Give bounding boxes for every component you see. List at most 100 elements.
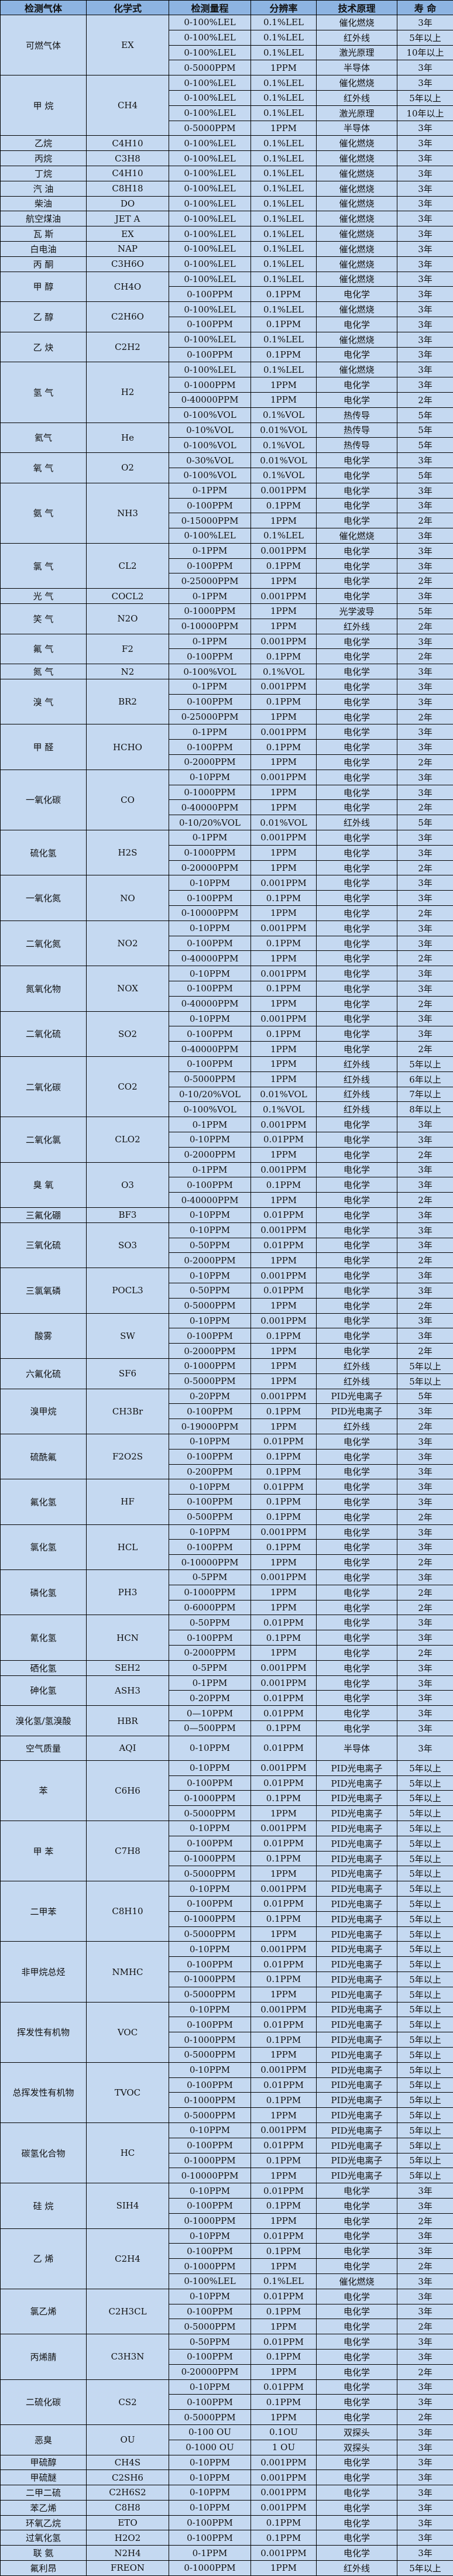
lifetime-cell: 3年 [397, 1479, 453, 1495]
formula-cell: O2 [87, 453, 169, 483]
resolution-cell: 0.01PPM [251, 1238, 317, 1253]
lifetime-cell: 3年 [397, 2440, 453, 2455]
formula-cell: C2H4 [87, 2228, 169, 2289]
principle-cell: 电化学 [317, 2485, 397, 2501]
lifetime-cell: 2年 [397, 1253, 453, 1268]
lifetime-cell: 5年以上 [397, 1836, 453, 1851]
range-cell: 0-25000PPM [169, 709, 251, 724]
principle-cell: 电化学 [317, 1479, 397, 1495]
range-cell: 0-10000PPM [169, 1555, 251, 1570]
principle-cell: PID光电离子 [317, 2062, 397, 2077]
principle-cell: 电化学 [317, 1570, 397, 1585]
range-cell: 0-100PPM [169, 1897, 251, 1912]
formula-cell: NMHC [87, 1942, 169, 2002]
lifetime-cell: 3年 [397, 241, 453, 256]
gas-name-cell: 六氟化硫 [1, 1358, 87, 1389]
lifetime-cell: 5年以上 [397, 1760, 453, 1775]
lifetime-cell: 3年 [397, 2304, 453, 2319]
lifetime-cell: 2年 [397, 619, 453, 634]
range-cell: 0-1PPM [169, 1117, 251, 1132]
lifetime-cell: 5年以上 [397, 2122, 453, 2138]
principle-cell: 电化学 [317, 2410, 397, 2425]
gas-name-cell: 磷化氢 [1, 1570, 87, 1615]
resolution-cell: 1PPM [251, 1806, 317, 1821]
range-cell: 0-100%LEL [169, 90, 251, 105]
resolution-cell: 0.01%VOL [251, 1087, 317, 1102]
lifetime-cell: 3年 [397, 1524, 453, 1540]
gas-name-cell: 砷化氢 [1, 1675, 87, 1706]
lifetime-cell: 3年 [397, 1328, 453, 1344]
resolution-cell: 0.001PPM [251, 634, 317, 649]
resolution-cell: 0.1%LEL [251, 332, 317, 347]
resolution-cell: 0.1PPM [251, 1540, 317, 1555]
lifetime-cell: 3年 [397, 1283, 453, 1298]
resolution-cell: 0.001PPM [251, 966, 317, 981]
lifetime-cell: 3年 [397, 1630, 453, 1646]
lifetime-cell: 5年以上 [397, 1881, 453, 1897]
resolution-cell: 1PPM [251, 755, 317, 770]
lifetime-cell: 5年 [397, 468, 453, 483]
resolution-cell: 1PPM [251, 860, 317, 875]
range-cell: 0-5000PPM [169, 1987, 251, 2002]
principle-cell: 电化学 [317, 2304, 397, 2319]
lifetime-cell: 3年 [397, 1721, 453, 1736]
principle-cell: 电化学 [317, 679, 397, 695]
range-cell: 0-20PPM [169, 1691, 251, 1706]
range-cell: 0-100PPM [169, 891, 251, 906]
lifetime-cell: 5年 [397, 438, 453, 453]
principle-cell: 电化学 [317, 906, 397, 921]
principle-cell: 电化学 [317, 770, 397, 785]
range-cell: 0-5000PPM [169, 2319, 251, 2334]
resolution-cell: 1PPM [251, 121, 317, 136]
principle-cell: 电化学 [317, 1328, 397, 1344]
gas-name-cell: 乙烷 [1, 136, 87, 151]
formula-cell: N2 [87, 664, 169, 679]
principle-cell: 电化学 [317, 1162, 397, 1177]
lifetime-cell: 2年 [397, 513, 453, 528]
principle-cell: PID光电离子 [317, 1911, 397, 1926]
resolution-cell: 0.1%LEL [251, 272, 317, 287]
gas-name-cell: 氯 气 [1, 543, 87, 588]
range-cell: 0-1000PPM [169, 1911, 251, 1926]
resolution-cell: 1PPM [251, 1147, 317, 1162]
principle-cell: 电化学 [317, 1117, 397, 1132]
gas-name-cell: 三氟化硼 [1, 1207, 87, 1222]
gas-name-cell: 二氧化氯 [1, 1117, 87, 1162]
formula-cell: N2H4 [87, 2546, 169, 2561]
lifetime-cell: 5年以上 [397, 2168, 453, 2183]
lifetime-cell: 2年 [397, 573, 453, 589]
principle-cell: 电化学 [317, 1193, 397, 1208]
formula-cell: F2 [87, 634, 169, 664]
principle-cell: PID光电离子 [317, 1760, 397, 1775]
gas-name-cell: 溴甲烷 [1, 1389, 87, 1434]
formula-cell: C3H3N [87, 2334, 169, 2379]
range-cell: 0-1000PPM [169, 2561, 251, 2576]
range-cell: 0-10PPM [169, 1268, 251, 1283]
gas-name-cell: 环氧乙烷 [1, 2515, 87, 2530]
gas-name-cell: 挥发性有机物 [1, 2002, 87, 2062]
resolution-cell: 0.1PPM [251, 2032, 317, 2048]
principle-cell: 电化学 [317, 1646, 397, 1661]
lifetime-cell: 5年以上 [397, 30, 453, 45]
range-cell: 0-100%VOL [169, 468, 251, 483]
principle-cell: 催化燃烧 [317, 75, 397, 91]
principle-cell: PID光电离子 [317, 1881, 397, 1897]
formula-cell: BF3 [87, 1207, 169, 1222]
range-cell: 0—500PPM [169, 1721, 251, 1736]
gas-name-cell: 甲 苯 [1, 1821, 87, 1881]
principle-cell: 电化学 [317, 1721, 397, 1736]
principle-cell: 电化学 [317, 1132, 397, 1147]
range-cell: 0-1PPM [169, 543, 251, 558]
range-cell: 0-1PPM [169, 1162, 251, 1177]
formula-cell: COCL2 [87, 589, 169, 604]
lifetime-cell: 3年 [397, 2485, 453, 2501]
resolution-cell: 0.1PPM [251, 2395, 317, 2410]
lifetime-cell: 3年 [397, 830, 453, 846]
gas-name-cell: 甲 烷 [1, 75, 87, 136]
lifetime-cell: 3年 [397, 740, 453, 755]
resolution-cell: 0.1PPM [251, 1026, 317, 1042]
